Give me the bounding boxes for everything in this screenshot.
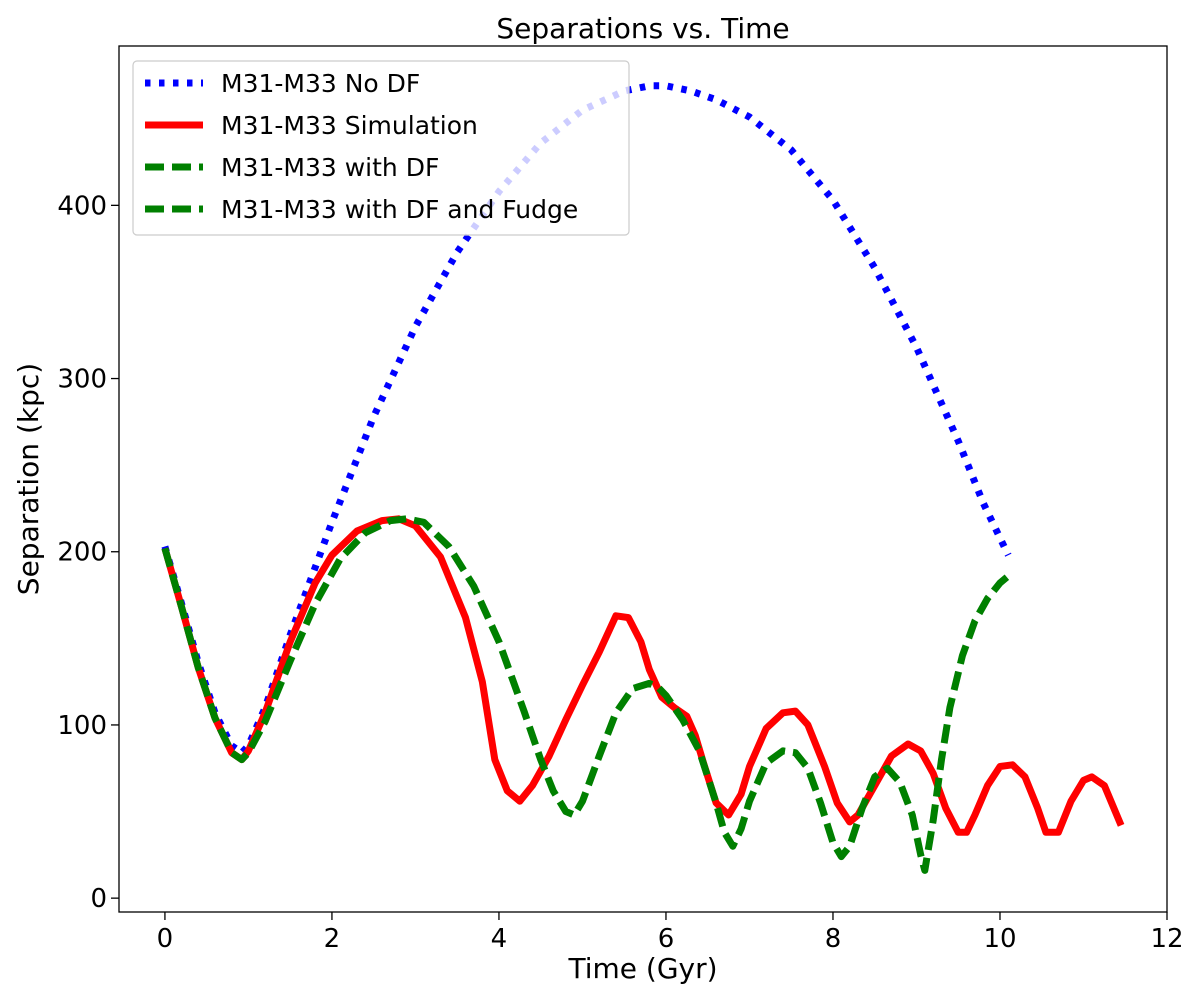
x-tick-label: 6 xyxy=(658,924,675,954)
y-axis: 0 100 200 300 400 xyxy=(57,191,119,914)
x-tick-label: 2 xyxy=(324,924,341,954)
x-tick-label: 10 xyxy=(983,924,1016,954)
legend-label-1: M31-M33 No DF xyxy=(221,69,420,98)
y-axis-title: Separation (kpc) xyxy=(12,363,45,595)
plot-frame xyxy=(118,45,1168,913)
legend-label-2: M31-M33 Simulation xyxy=(221,111,478,140)
x-axis: 0 2 4 6 8 10 12 xyxy=(157,912,1184,954)
chart-title: Separations vs. Time xyxy=(496,12,789,45)
legend-box xyxy=(132,60,630,236)
legend-label-3: M31-M33 with DF xyxy=(221,153,439,182)
x-tick-label: 0 xyxy=(157,924,174,954)
y-tick-label: 0 xyxy=(90,884,107,914)
y-tick-label: 300 xyxy=(57,365,107,395)
legend: M31-M33 No DF M31-M33 Simulation M31-M33 w… xyxy=(132,60,630,236)
x-tick-label: 12 xyxy=(1150,924,1183,954)
x-tick-label: 4 xyxy=(491,924,508,954)
legend-label-4: M31-M33 with DF and Fudge xyxy=(221,195,578,224)
y-tick-label: 400 xyxy=(57,191,107,221)
series-line-3 xyxy=(161,515,1011,874)
y-tick-label: 100 xyxy=(57,711,107,741)
series-lines xyxy=(161,82,1125,874)
y-tick-label: 200 xyxy=(57,538,107,568)
x-axis-title: Time (Gyr) xyxy=(567,952,717,985)
x-tick-label: 8 xyxy=(825,924,842,954)
series-line-2 xyxy=(161,515,1125,836)
